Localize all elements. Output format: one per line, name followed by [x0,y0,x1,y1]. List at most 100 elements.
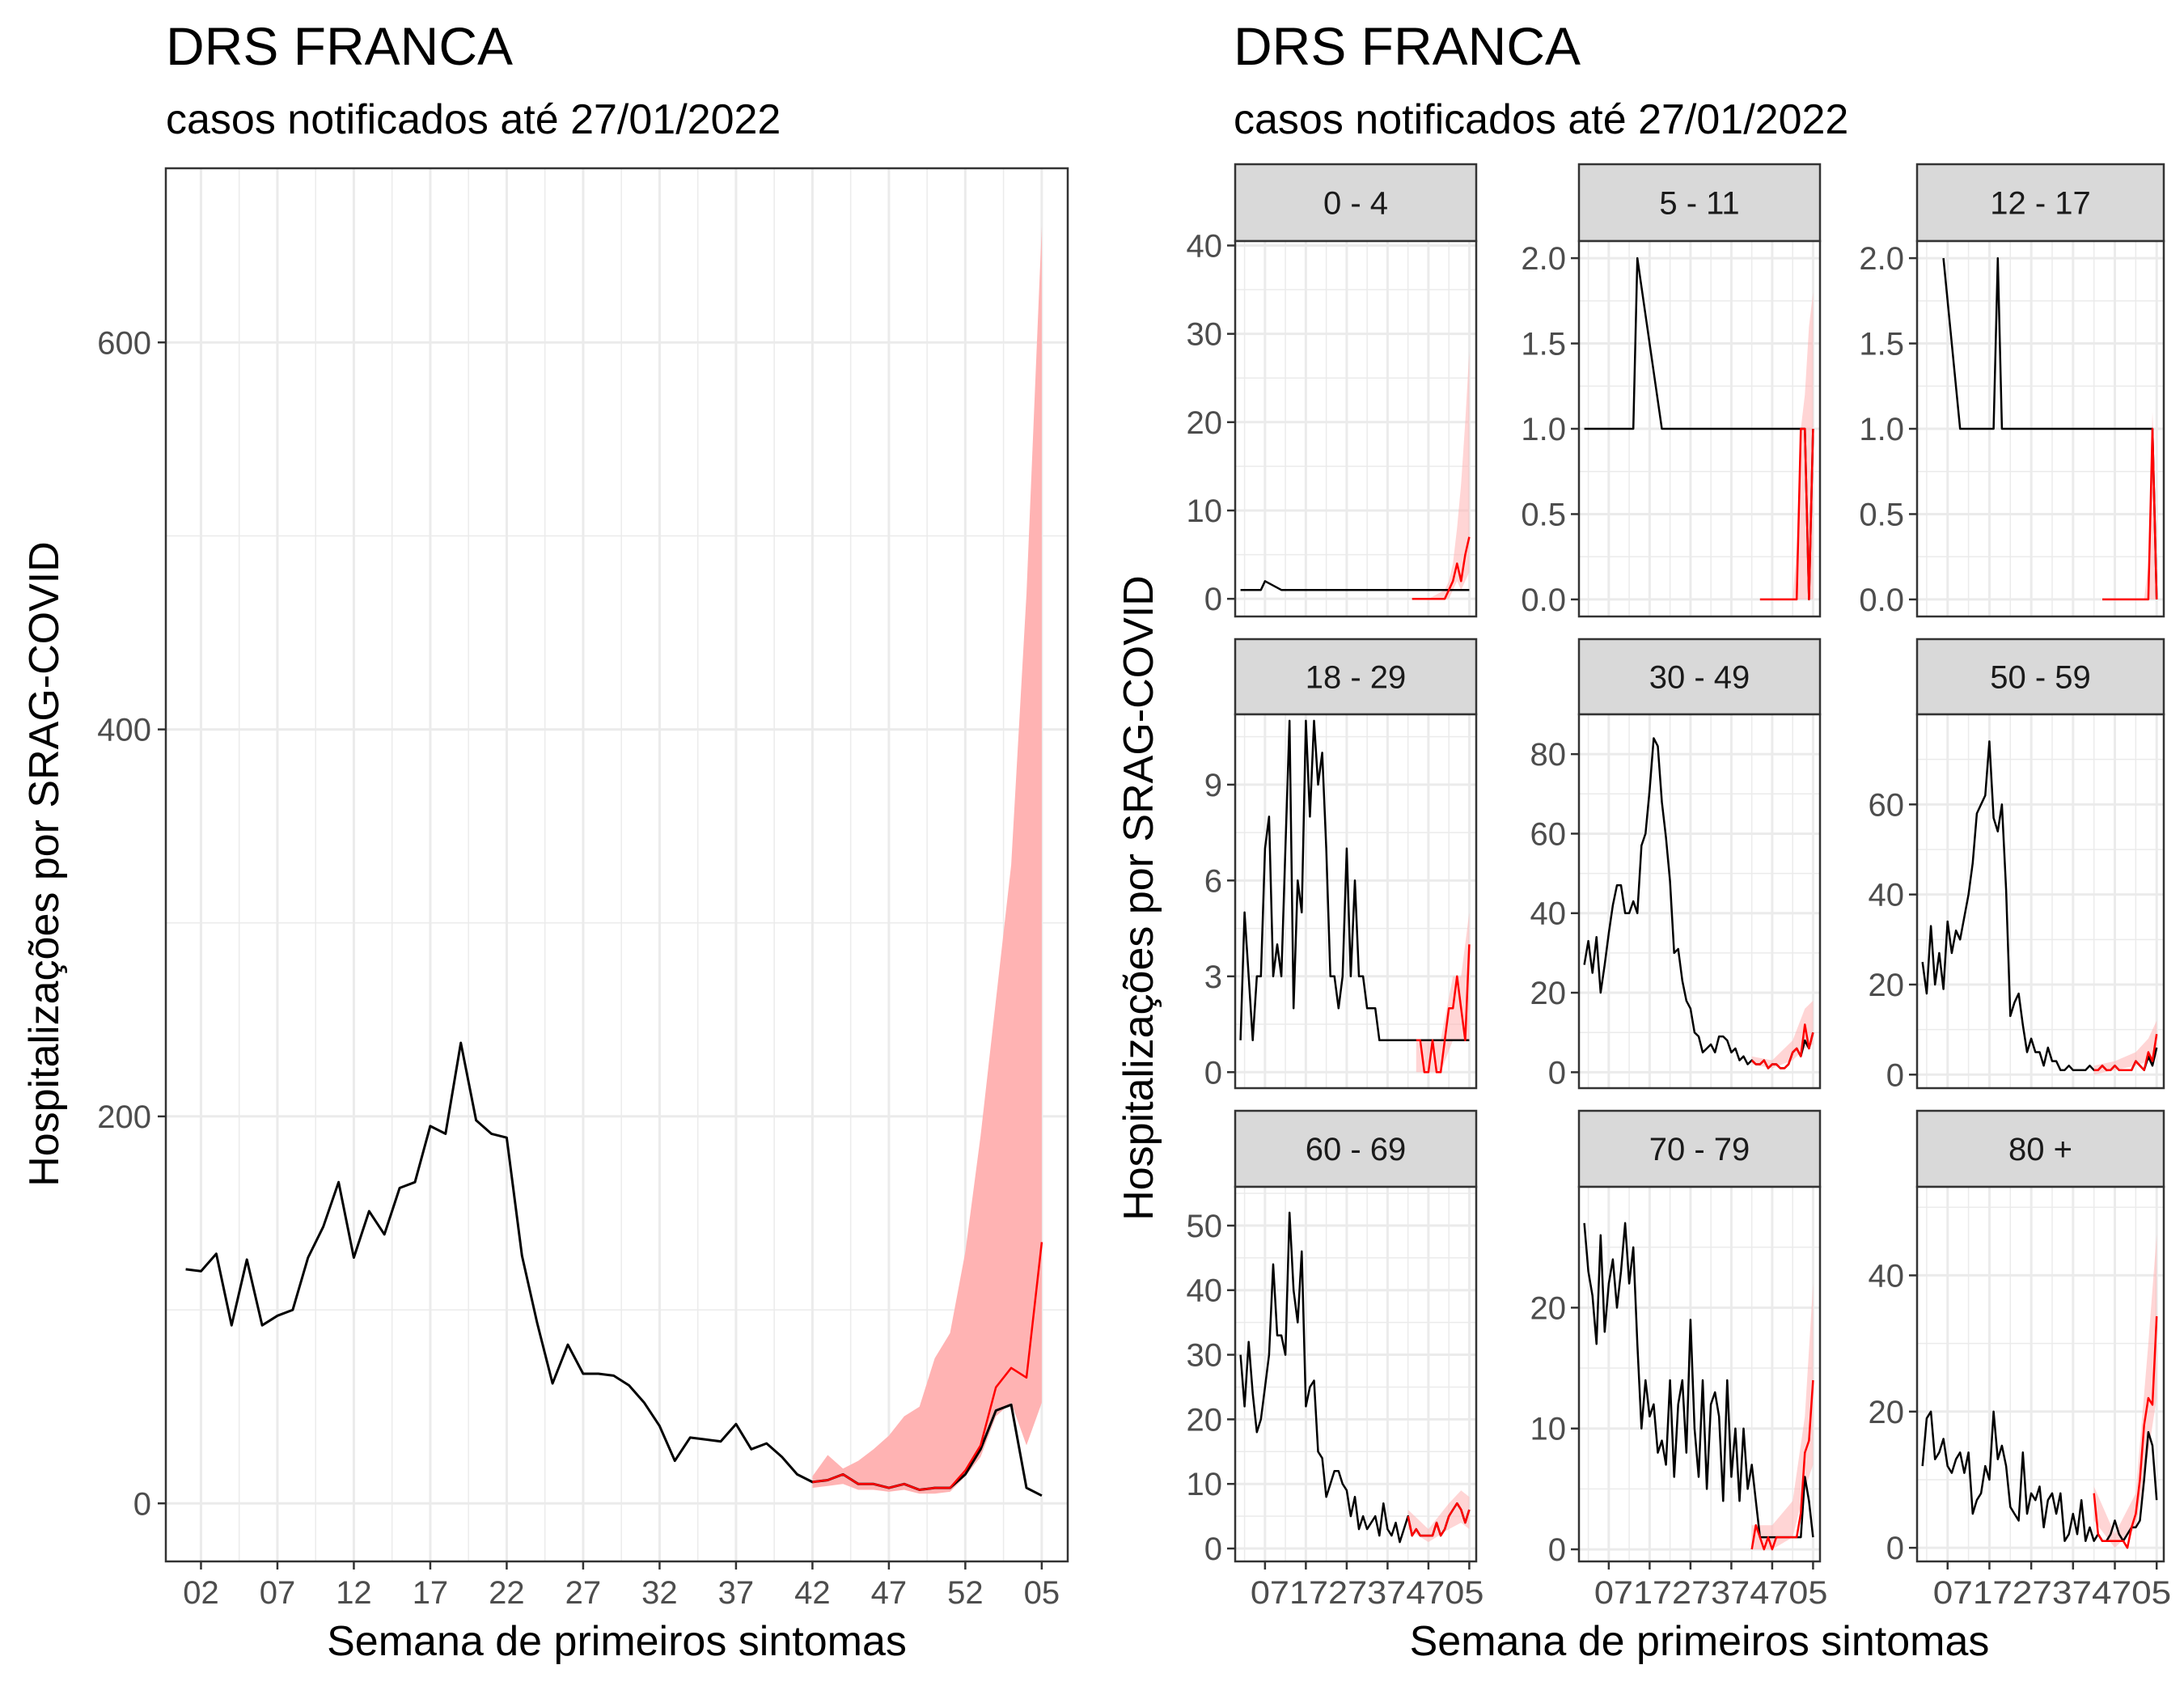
panel-border [1915,713,2165,1090]
chart-title: DRS FRANCA [1234,16,1581,76]
facet-panel-5-11: 5 - 11 0.0 0.5 1.0 1.5 2.0 [1521,163,1822,618]
observed-series-line [1239,719,1470,1042]
facet-strip-label: 5 - 11 [1659,186,1739,222]
facet-strip [1915,638,2165,716]
facet-strip-label: 60 - 69 [1306,1132,1407,1167]
y-tick-label: 40 [1869,878,1905,913]
y-tick-label: 40 [1187,1273,1223,1309]
facet-panel-80-+: 80 + 0 20 40 071727374705 [1869,1109,2171,1611]
y-tick-label: 50 [1187,1209,1223,1244]
x-tick-labels: 071727374705 [1594,1575,1828,1611]
facet-strip-label: 30 - 49 [1649,660,1750,696]
nowcast-median-line [2102,427,2158,601]
nowcast-interval-band [1759,292,1814,599]
facet-panel-30-49: 30 - 49 0 20 40 60 80 [1530,638,1822,1091]
chart-title: DRS FRANCA [166,16,513,76]
y-tick-label: 40 [1187,228,1223,264]
facet-panel-12-17: 12 - 17 0.0 0.5 1.0 1.5 2.0 [1859,163,2165,618]
facet-strip [1234,163,1478,243]
nowcast-median-line [812,1242,1043,1491]
facet-panel-18-29: 18 - 29 0 3 6 9 [1204,638,1478,1091]
plot-background [1917,1187,2164,1561]
facet-strip [1234,1109,1478,1188]
y-tick-label: 400 [97,713,151,748]
y-tick-label: 40 [1869,1258,1905,1294]
facet-strip [1234,638,1478,716]
x-tick-label: 47 [871,1575,908,1611]
y-tick-label: 40 [1530,896,1567,932]
y-axis-title: Hospitalizações por SRAG-COVID [21,541,68,1187]
x-axis-title: Semana de primeiros sintomas [327,1618,907,1665]
panel-border [1577,713,1822,1090]
y-tick-label: 0 [1204,1531,1222,1567]
nowcast-median-line [1416,944,1471,1074]
y-tick-label: 0 [1548,1055,1566,1091]
y-tick-label: 0.5 [1859,497,1904,532]
nowcast-interval-band [1751,1283,1814,1550]
left-chart: DRS FRANCA casos notificados até 27/01/20… [21,16,1069,1665]
y-tick-label: 0.0 [1521,582,1566,618]
x-tick-label: 02 [183,1575,219,1611]
x-tick-label: 17 [413,1575,449,1611]
nowcast-median-line [1412,536,1471,600]
y-tick-label: 30 [1187,317,1223,353]
y-tick-label: 0 [1886,1057,1904,1093]
y-tick-label: 80 [1530,737,1567,773]
panel-border [1577,1185,1822,1563]
x-tick-labels: 071727374705 [1933,1575,2171,1611]
x-tick-label: 27 [565,1575,602,1611]
y-tick-label: 0 [133,1486,151,1522]
facet-panel-60-69: 60 - 69 0 10 20 30 40 50 071727374705 [1187,1109,1484,1611]
x-tick-label: 12 [336,1575,372,1611]
y-tick-label: 20 [1187,1402,1223,1438]
y-tick-label: 1.5 [1521,327,1566,362]
facet-strip [1577,163,1822,243]
x-tick-label: 42 [794,1575,831,1611]
x-tick-label: 52 [947,1575,984,1611]
x-tick-label: 37 [718,1575,755,1611]
y-tick-label: 0.5 [1521,497,1566,532]
y-tick-label: 20 [1869,968,1905,1003]
facet-panel-0-4: 0 - 4 0 10 20 30 40 [1187,163,1478,618]
y-tick-label: 1.0 [1859,412,1904,447]
panel-border [1915,1185,2165,1563]
plot-background [166,168,1068,1561]
plot-background [1579,714,1820,1088]
y-tick-label: 0 [1886,1531,1904,1566]
facet-strip-label: 50 - 59 [1990,660,2091,696]
panel-border [1234,239,1478,618]
y-tick-label: 600 [97,325,151,361]
plot-background [1235,241,1476,616]
y-tick-label: 3 [1204,960,1222,995]
y-tick-label: 0 [1204,1055,1222,1091]
y-tick-label: 1.5 [1859,327,1904,362]
y-tick-label: 6 [1204,863,1222,899]
right-chart: DRS FRANCA casos notificados até 27/01/20… [1115,16,2171,1665]
facet-panel-70-79: 70 - 79 0 10 20 071727374705 [1530,1109,1828,1611]
x-tick-labels: 071727374705 [1251,1575,1484,1611]
plot-border [164,167,1069,1563]
y-tick-label: 20 [1187,405,1223,441]
facet-strip-label: 70 - 79 [1649,1132,1750,1167]
y-tick-label: 10 [1187,1467,1223,1502]
facet-strip-label: 0 - 4 [1323,186,1388,222]
y-tick-label: 0 [1548,1532,1566,1568]
facet-strip-label: 80 + [2008,1132,2072,1167]
x-axis-title: Semana de primeiros sintomas [1410,1618,1990,1665]
x-tick-label: 32 [641,1575,678,1611]
facet-strip [1915,1109,2165,1188]
nowcast-median-line [1759,427,1814,601]
observed-series-line [1942,256,2158,599]
plot-background [1917,714,2164,1088]
nowcast-interval-band [1416,912,1470,1073]
observed-series-line [1583,1222,1814,1539]
left-plot-panel: 0 200 400 600 02 07 12 17 22 27 32 37 42 47 52 05 [97,167,1069,1611]
y-axis-title: Hospitalizações por SRAG-COVID [1115,575,1162,1221]
chart-subtitle: casos notificados até 27/01/2022 [166,96,781,143]
y-tick-label: 0 [1204,582,1222,617]
facet-strip-label: 12 - 17 [1990,186,2091,222]
facet-strip [1577,1109,1822,1188]
plot-background [1579,1187,1820,1561]
nowcast-interval-band [812,226,1042,1494]
